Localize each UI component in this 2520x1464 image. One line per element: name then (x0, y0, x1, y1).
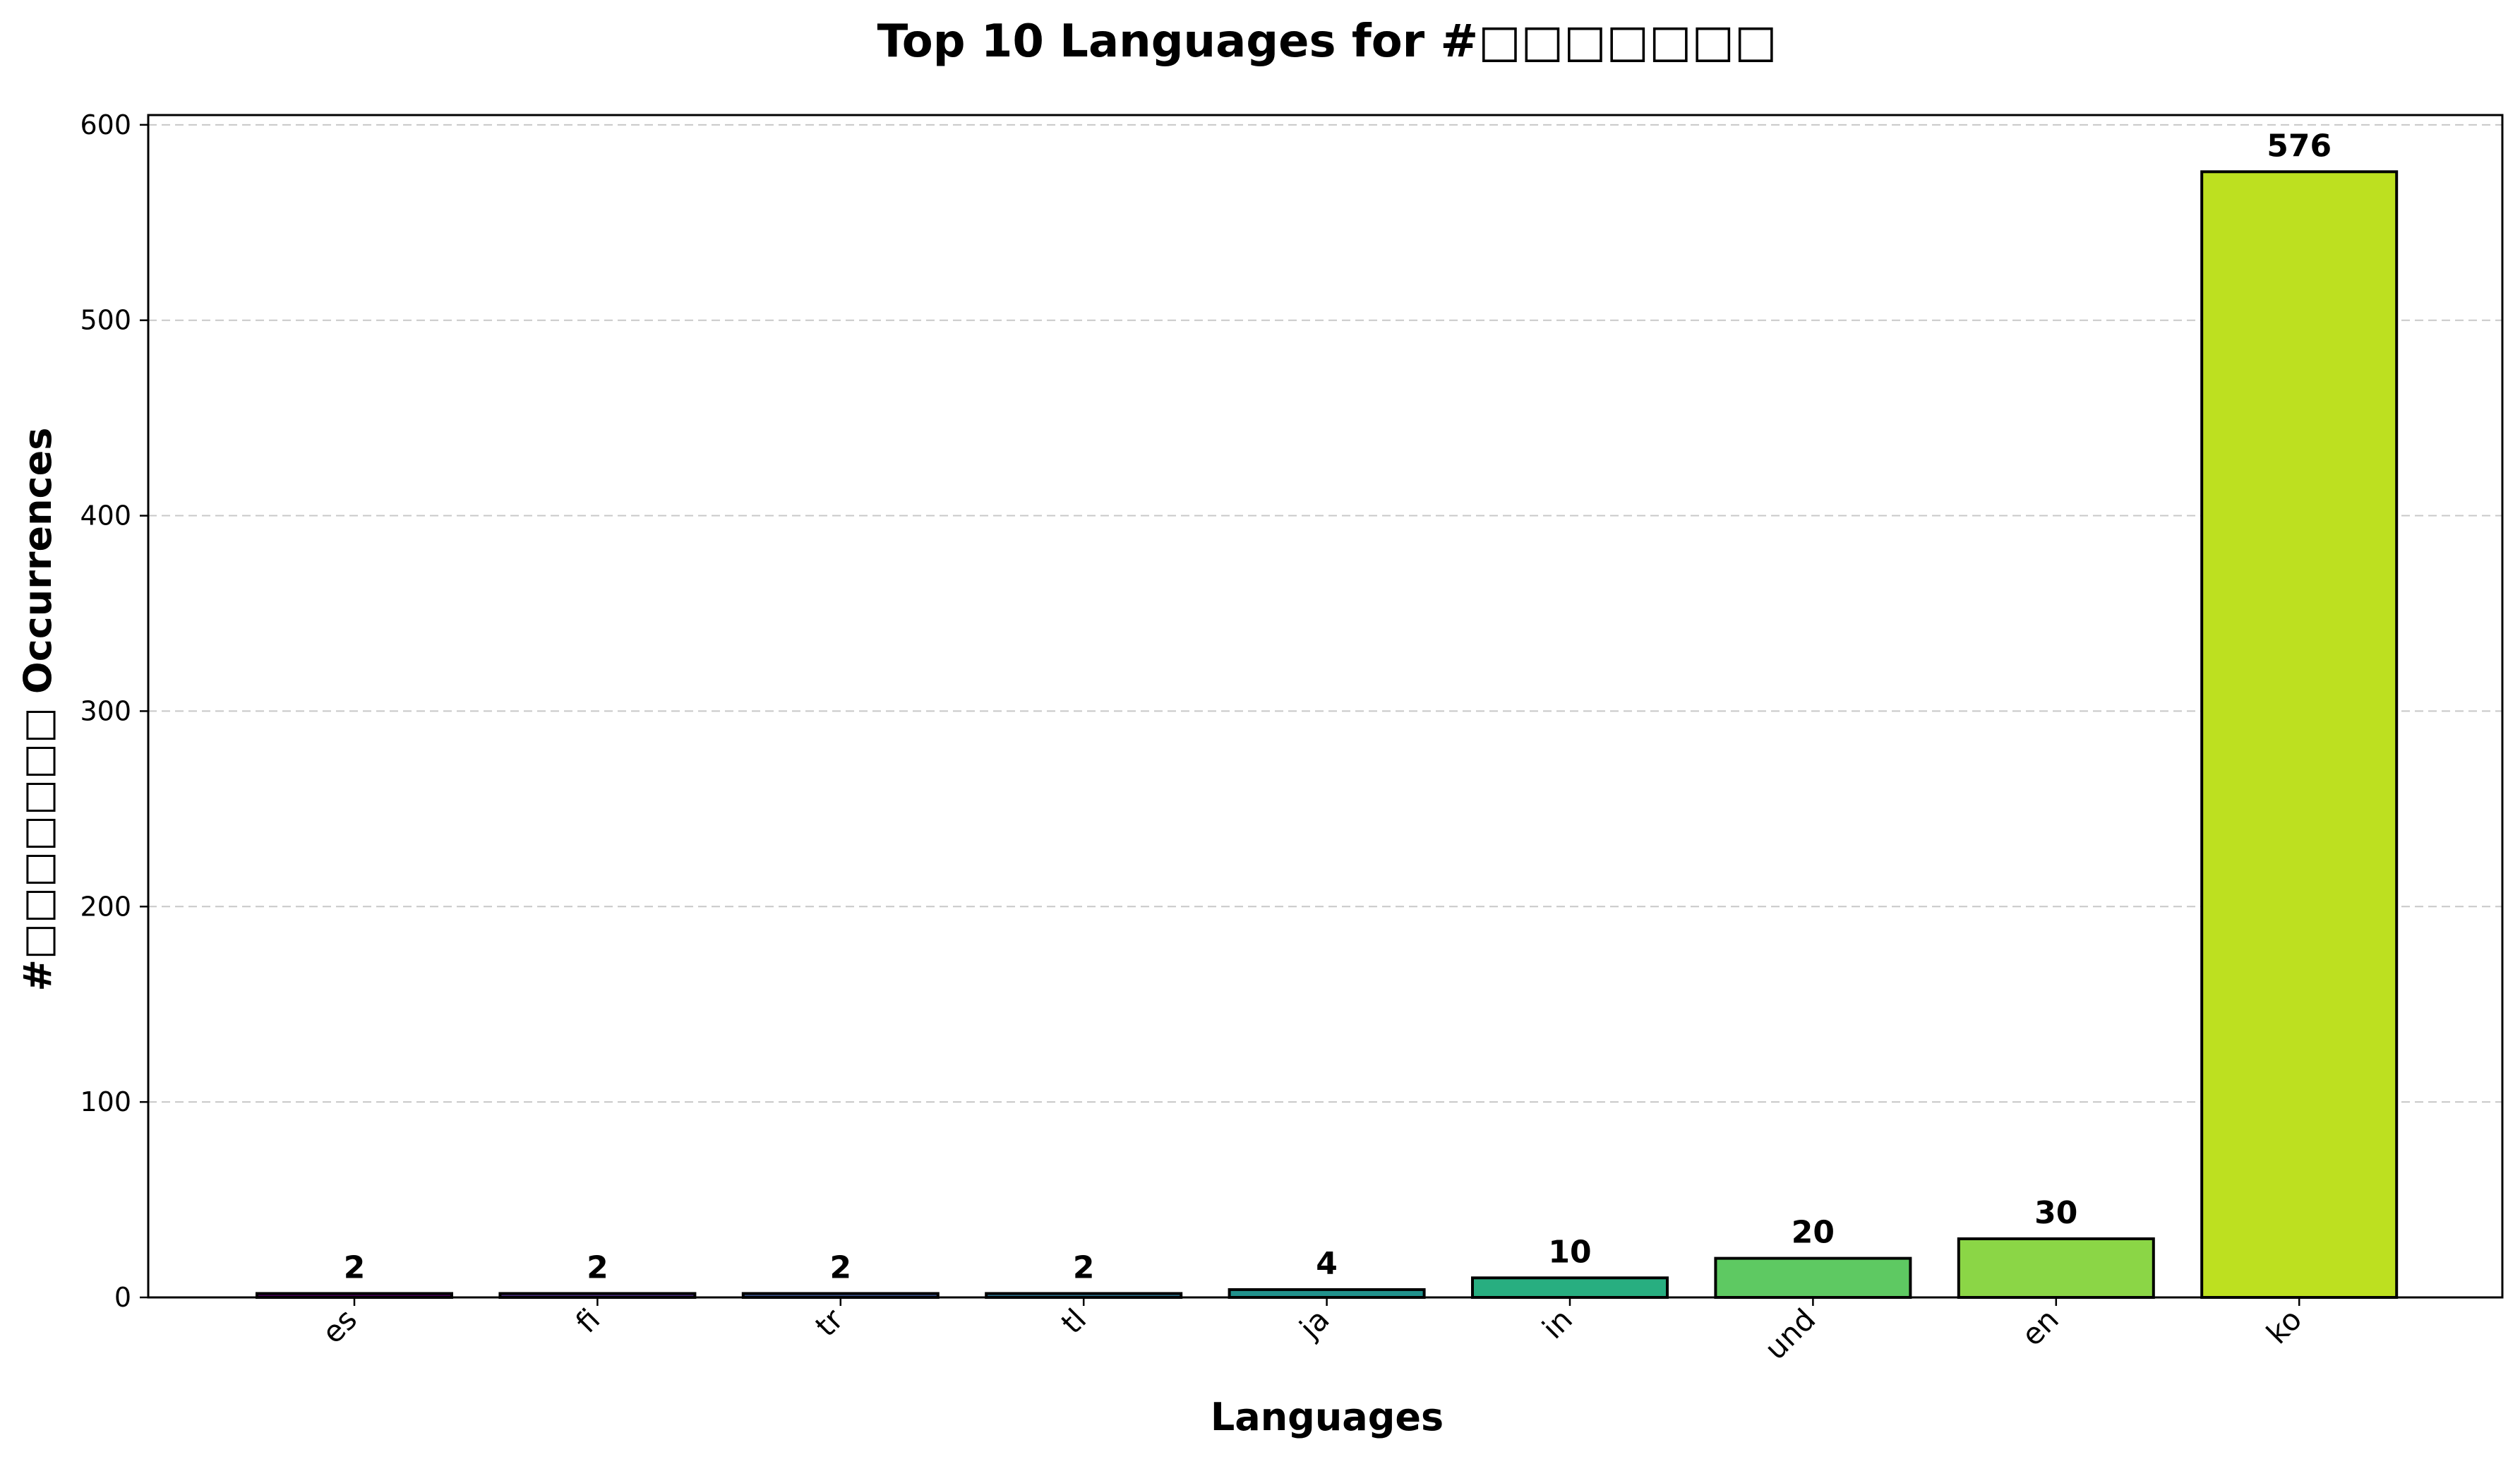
y-tick-label: 0 (114, 1282, 131, 1313)
y-tick-label: 300 (80, 695, 131, 726)
data-label-tr: 2 (829, 1249, 851, 1285)
data-label-ko: 576 (2267, 128, 2332, 164)
y-axis: 0 100 200 300 400 500 600 (80, 109, 148, 1313)
data-label-es: 2 (344, 1249, 366, 1285)
bar-ko (2200, 170, 2399, 1299)
chart-title: Top 10 Languages for #□□□□□□□ (877, 16, 1777, 68)
y-tick-label: 200 (80, 891, 131, 922)
data-label-und: 20 (1792, 1215, 1835, 1251)
data-label-ja: 4 (1316, 1246, 1338, 1282)
bar-ja (1228, 1288, 1426, 1300)
y-tick-label: 100 (80, 1086, 131, 1117)
x-axis-label: Languages (1211, 1395, 1444, 1439)
data-label-en: 30 (2034, 1195, 2077, 1231)
bar-und (1714, 1256, 1912, 1299)
plot-frame (147, 114, 2504, 1299)
data-label-tl: 2 (1073, 1249, 1095, 1285)
data-label-fi: 2 (587, 1249, 608, 1285)
bar-in (1471, 1276, 1669, 1300)
bar-en (1957, 1237, 2155, 1299)
y-tick-label: 500 (80, 305, 131, 336)
data-labels: 2 2 2 2 4 10 20 30 576 (344, 128, 2332, 1285)
y-tick-label: 600 (80, 109, 131, 140)
data-label-in: 10 (1548, 1234, 1591, 1270)
y-tick-label: 400 (80, 500, 131, 532)
y-axis-label: #□□□□□□□ Occurrences (16, 428, 60, 992)
